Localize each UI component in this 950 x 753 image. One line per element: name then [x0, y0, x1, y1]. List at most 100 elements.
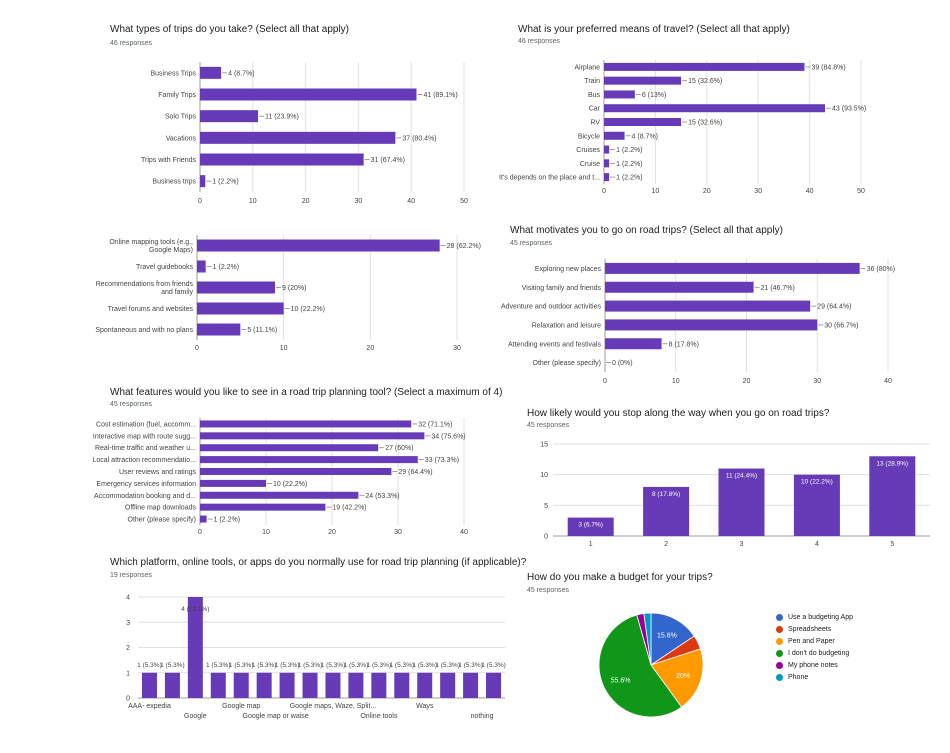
resources-category-label: Online mapping tools (e.g., [109, 239, 193, 246]
likely-tick-label: 5 [544, 503, 548, 510]
likely-category-label: 2 [664, 541, 668, 548]
features-bar [200, 468, 392, 475]
travel-bar [604, 159, 610, 168]
motivate-value-label: 0 (0%) [612, 360, 633, 367]
motivate-bar [605, 262, 860, 274]
budget-title: How do you make a budget for your trips? [527, 572, 713, 583]
legend-label: Use a budgeting App [788, 613, 853, 621]
trips-tick-label: 30 [355, 198, 363, 205]
resources-tick-label: 30 [453, 345, 461, 352]
resources-category-label: Travel forums and websites [108, 306, 194, 313]
likely-value-label: 3 (6.7%) [578, 522, 603, 529]
platform-responses: 19 responses [110, 572, 153, 579]
platform-value-label: 1 (5.3%) [481, 662, 506, 669]
resources-bar [197, 323, 241, 336]
features-bar [200, 479, 266, 487]
platform-value-label: 1 (5.3%) [412, 662, 437, 669]
platform-value-label: 1 (5.3%) [137, 662, 162, 669]
likely-title: How likely would you stop along the way … [527, 408, 830, 419]
trips-bar [200, 66, 222, 79]
legend-swatch [776, 637, 783, 645]
likely-category-label: 4 [815, 541, 819, 548]
travel-value-label: 1 (2.2%) [616, 147, 642, 154]
motivate-value-label: 29 (64.4%) [817, 304, 851, 311]
platform-title: Which platform, online tools, or apps do… [110, 557, 527, 568]
resources-category-label: Recommendations from friends [96, 281, 194, 288]
motivate-value-label: 8 (17.8%) [669, 341, 699, 348]
budget-slice-label: 15.6% [657, 633, 677, 640]
likely-value-label: 13 (28.9%) [876, 460, 908, 467]
resources-value-label: 5 (11.1%) [247, 327, 277, 334]
motivate-bar [605, 319, 818, 331]
travel-value-label: 1 (2.2%) [616, 175, 642, 182]
motivate-bar [605, 338, 662, 350]
features-category-label: Cost estimation (fuel, accomm... [96, 421, 196, 428]
platform-bar [486, 672, 502, 698]
trips-tick-label: 40 [407, 198, 415, 205]
travel-category-label: Cruise [580, 161, 600, 168]
budget-legend: Use a budgeting App Spreadsheets Pen and… [776, 611, 853, 683]
resources-value-label: 9 (20%) [282, 285, 307, 292]
travel-value-label: 6 (13%) [642, 92, 667, 99]
features-category-label: Other (please specify) [128, 517, 196, 524]
trips-responses: 46 responses [110, 40, 153, 47]
travel-bar [604, 62, 805, 71]
motivate-category-label: Relaxation and leisure [532, 322, 601, 329]
features-value-label: 27 (60%) [385, 445, 413, 452]
platform-value-label: 1 (5.3%) [367, 662, 392, 669]
likely-bar [793, 474, 840, 536]
travel-bar [604, 90, 635, 99]
travel-tick-label: 10 [652, 188, 660, 195]
trips-category-label: Family Trips [158, 92, 196, 99]
travel-bar [604, 131, 625, 140]
motivate-tick-label: 20 [743, 378, 751, 385]
platform-bar [210, 672, 226, 698]
likely-value-label: 8 (17.8%) [652, 491, 680, 498]
likely-category-label: 5 [890, 541, 894, 548]
resources-bar [197, 302, 284, 315]
trips-tick-label: 10 [249, 198, 257, 205]
resources-category-label: Spontaneous and with no plans [95, 327, 193, 334]
platform-value-label: 1 (5.3%) [389, 662, 414, 669]
trips-value-label: 41 (89.1%) [423, 92, 457, 99]
platform-value-label: 1 (5.3%) [206, 662, 231, 669]
legend-swatch [776, 649, 783, 657]
motivate-category-label: Attending events and festivals [508, 341, 602, 348]
features-value-label: 24 (53.3%) [365, 493, 399, 500]
platform-value-label: 1 (5.3%) [435, 662, 460, 669]
legend-item: Phone [776, 671, 853, 683]
resources-tick-label: 20 [366, 345, 374, 352]
travel-value-label: 1 (2.2%) [616, 161, 642, 168]
features-tick-label: 30 [394, 529, 402, 536]
platform-category-label: Online tools [360, 713, 397, 720]
travel-tick-label: 20 [703, 188, 711, 195]
features-value-label: 10 (22.2%) [273, 481, 307, 488]
motivate-tick-label: 0 [603, 378, 607, 385]
trips-category-label: Business Trips [150, 70, 196, 77]
features-bar [200, 444, 379, 452]
travel-category-label: It's depends on the place and t... [499, 175, 600, 182]
platform-bar [256, 672, 272, 698]
likely-category-label: 3 [740, 541, 744, 548]
legend-label: Spreadsheets [788, 625, 832, 633]
features-tick-label: 20 [328, 529, 336, 536]
motivate-value-label: 36 (80%) [867, 266, 895, 273]
features-bar [200, 515, 207, 523]
platform-bar [394, 672, 410, 698]
features-category-label: Emergency services information [96, 481, 196, 488]
resources-category-label: Travel guidebooks [136, 264, 193, 271]
legend-item: Spreadsheets [776, 623, 853, 635]
travel-category-label: Bus [588, 92, 601, 99]
motivate-bar [605, 300, 811, 312]
platform-category-label: Google map or waise [243, 713, 309, 720]
likely-tick-label: 0 [544, 534, 548, 541]
platform-bar [440, 672, 456, 698]
travel-category-label: Cruises [576, 147, 600, 154]
platform-bar [371, 672, 387, 698]
motivate-value-label: 21 (46.7%) [761, 285, 795, 292]
platform-bar [279, 672, 295, 698]
platform-category-label: Ways [416, 703, 434, 710]
platform-category-label: Google [184, 713, 207, 720]
resources-tick-label: 0 [195, 345, 199, 352]
budget-pie-slice [650, 612, 695, 666]
